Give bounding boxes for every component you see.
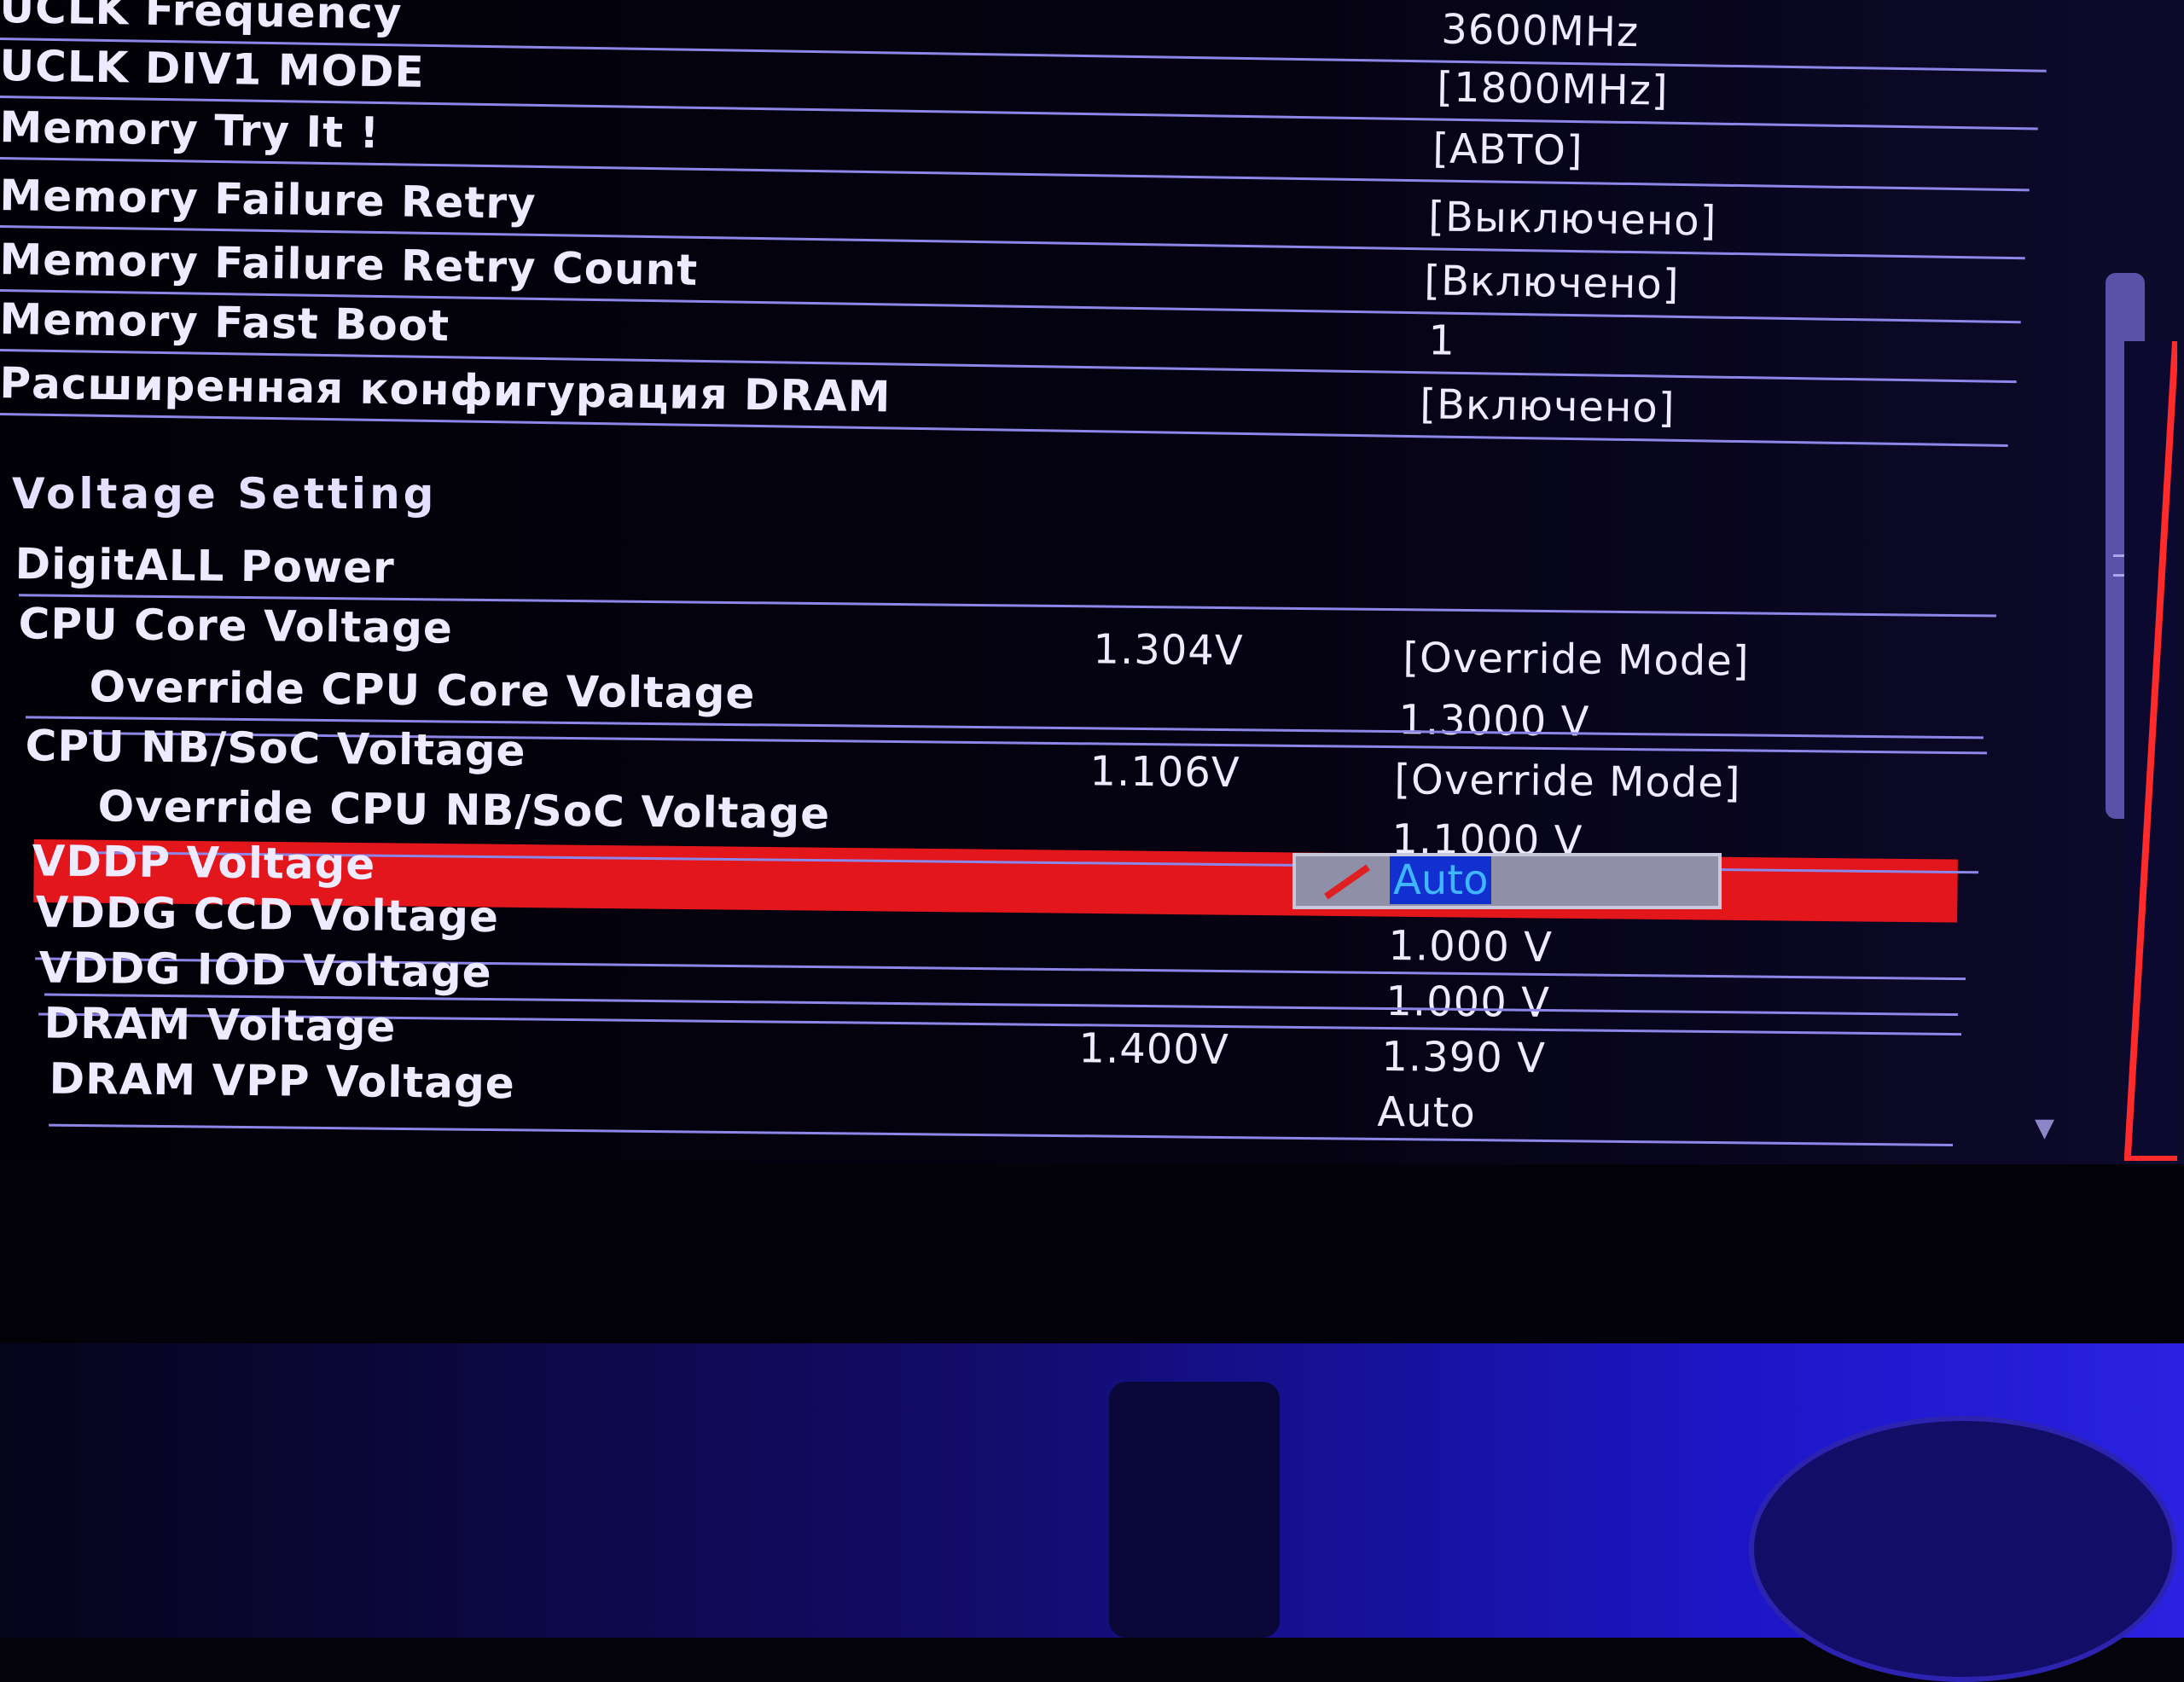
setting-value[interactable]: 1 (1427, 316, 1456, 365)
monitor-bezel (0, 1164, 2184, 1343)
voltage-label: VDDP Voltage (32, 836, 376, 890)
setting-label: UCLK DIV1 MODE (0, 41, 426, 97)
pencil-icon (1324, 864, 1370, 900)
section-title-voltage-setting: Voltage Setting (12, 469, 438, 519)
monitor-stand (1109, 1382, 1280, 1638)
voltage-label: DigitALL Power (15, 539, 396, 593)
setting-value[interactable]: 3600MHz (1440, 5, 1640, 57)
setting-value[interactable]: [Выключено] (1427, 193, 1717, 246)
setting-value[interactable]: [1800MHz] (1436, 63, 1670, 115)
voltage-value[interactable]: Auto (1377, 1088, 1477, 1138)
setting-label: Расширенная конфигурация DRAM (0, 358, 892, 422)
voltage-label: Override CPU Core Voltage (89, 662, 756, 719)
voltage-label: CPU Core Voltage (18, 599, 454, 653)
row-divider (49, 1123, 1954, 1146)
voltage-label: VDDG IOD Voltage (38, 942, 492, 998)
voltage-label: DRAM Voltage (44, 998, 397, 1052)
help-panel (2124, 341, 2177, 1161)
setting-label: UCLK Frequency (0, 0, 403, 39)
triangle-down-icon[interactable]: ▼ (2035, 1113, 2055, 1143)
setting-label: Memory Failure Retry Count (0, 235, 699, 295)
voltage-label: CPU NB/SoC Voltage (25, 721, 526, 776)
voltage-current-reading: 1.106V (1089, 747, 1240, 798)
setting-label: Memory Fast Boot (0, 294, 450, 351)
setting-value[interactable]: [АВТО] (1432, 125, 1584, 176)
setting-value[interactable]: [Включено] (1423, 257, 1680, 309)
voltage-row[interactable]: CPU Core Voltage 1.304V [Override Mode] (0, 594, 2065, 685)
vddp-voltage-input-value[interactable]: Auto (1390, 856, 1492, 904)
setting-label: Memory Failure Retry (0, 171, 537, 229)
setting-value[interactable]: [Включено] (1419, 380, 1676, 432)
vddp-voltage-input[interactable]: Auto (1292, 853, 1722, 909)
voltage-label: VDDG CCD Voltage (35, 887, 500, 942)
voltage-row[interactable]: CPU NB/SoC Voltage 1.106V [Override Mode] (0, 716, 2065, 807)
desk-object (1749, 1416, 2177, 1682)
voltage-row[interactable]: DigitALL Power (0, 539, 2065, 612)
row-divider (0, 412, 2008, 447)
desk-background (0, 1343, 2184, 1682)
voltage-label: Override CPU NB/SoC Voltage (97, 781, 831, 839)
setting-label: Memory Try It ! (0, 102, 380, 158)
help-panel-border (2124, 341, 2177, 1156)
bios-screen: UCLK Frequency 3600MHz UCLK DIV1 MODE [1… (0, 0, 2184, 1164)
voltage-current-reading: 1.304V (1093, 625, 1244, 676)
voltage-row[interactable]: Override CPU Core Voltage 1.3000 V (0, 661, 2065, 755)
voltage-label: DRAM VPP Voltage (49, 1053, 516, 1109)
